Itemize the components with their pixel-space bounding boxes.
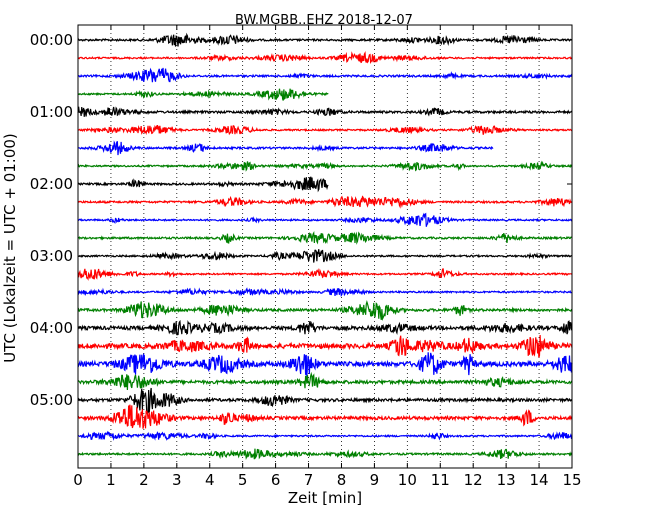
trace-0200	[77, 176, 329, 193]
chart-title: BW.MGBB..EHZ 2018-12-07	[235, 13, 413, 28]
x-tick-label-11: 11	[431, 471, 450, 489]
seismic-traces	[77, 32, 573, 461]
x-tick-label-1: 1	[106, 471, 116, 489]
trace-0230	[77, 212, 573, 227]
y-tick-label-0300: 03:00	[30, 247, 73, 265]
x-axis-title: Zeit [min]	[288, 489, 362, 507]
x-tick-label-8: 8	[337, 471, 347, 489]
trace-0130	[77, 140, 494, 156]
trace-0315	[77, 268, 573, 281]
x-tick-label-4: 4	[205, 471, 215, 489]
x-tick-label-14: 14	[530, 471, 549, 489]
x-tick-label-13: 13	[497, 471, 516, 489]
x-tick-label-9: 9	[370, 471, 380, 489]
trace-0530	[77, 430, 573, 441]
trace-0430	[77, 352, 573, 378]
trace-0445	[77, 371, 573, 391]
y-tick-label-0000: 00:00	[30, 31, 73, 49]
x-tick-label-10: 10	[398, 471, 417, 489]
y-tick-label-0500: 05:00	[30, 391, 73, 409]
trace-0115	[77, 124, 573, 136]
trace-0545	[77, 448, 573, 461]
y-tick-label-0100: 01:00	[30, 103, 73, 121]
trace-0400	[77, 319, 573, 336]
axis-ticks: 0 1 2 3 4 5 6 7 8 9 10 11 12 13 14 1500:0001:0002:0003:…	[30, 25, 582, 489]
x-tick-label-7: 7	[304, 471, 314, 489]
trace-0000	[77, 32, 573, 47]
trace-0330	[77, 287, 573, 297]
plot-frame	[77, 24, 573, 469]
trace-0100	[77, 106, 573, 117]
trace-0015	[77, 50, 573, 64]
x-tick-label-6: 6	[271, 471, 281, 489]
trace-0300	[77, 249, 573, 263]
x-tick-label-3: 3	[172, 471, 182, 489]
trace-0515	[77, 404, 573, 429]
x-tick-label-2: 2	[139, 471, 149, 489]
x-tick-label-5: 5	[238, 471, 248, 489]
y-axis-title: UTC (Lokalzeit = UTC + 01:00)	[1, 133, 19, 363]
trace-0030	[77, 67, 573, 83]
trace-0245	[77, 231, 573, 245]
x-tick-label-12: 12	[464, 471, 483, 489]
trace-0145	[77, 160, 573, 172]
trace-0345	[77, 300, 573, 321]
trace-0500	[77, 387, 573, 415]
trace-0045	[77, 88, 329, 101]
trace-0215	[77, 195, 573, 209]
x-tick-label-0: 0	[73, 471, 83, 489]
y-tick-label-0200: 02:00	[30, 175, 73, 193]
trace-0415	[77, 335, 573, 358]
x-tick-label-15: 15	[562, 471, 581, 489]
y-tick-label-0400: 04:00	[30, 319, 73, 337]
